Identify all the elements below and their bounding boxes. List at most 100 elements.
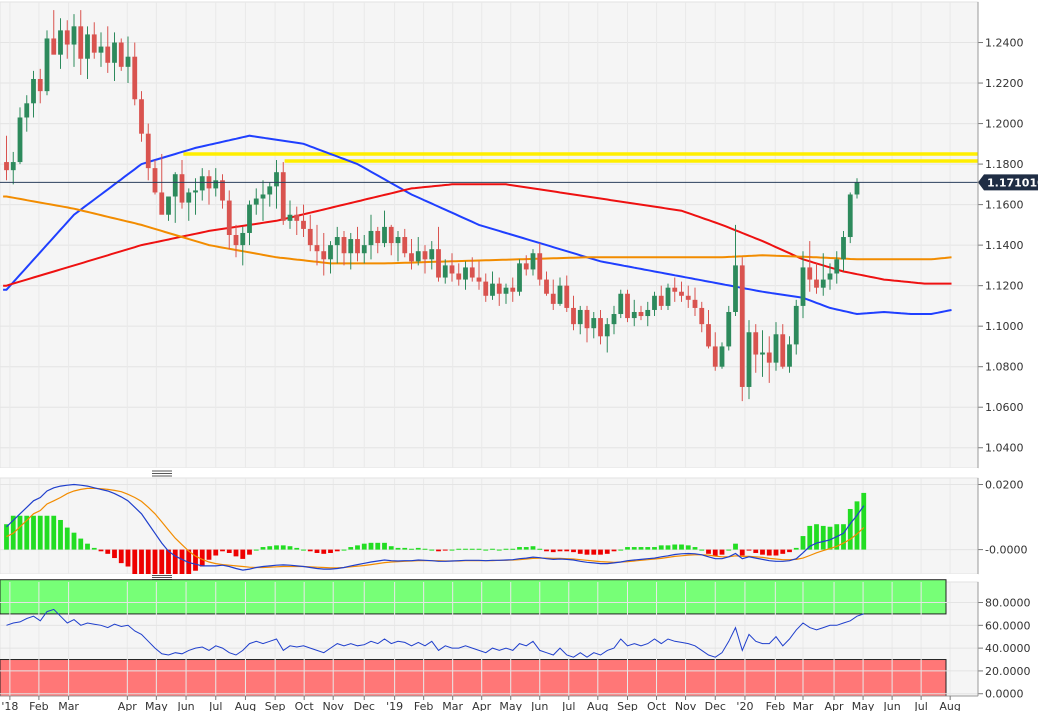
candle-body (355, 239, 360, 254)
x-tick-label: Apr (825, 700, 845, 711)
candle-body (78, 26, 84, 59)
macd-histogram-bar (807, 525, 813, 550)
x-tick-label: Jun (530, 700, 548, 711)
x-tick-label: Sep (265, 700, 286, 711)
macd-histogram-bar (31, 515, 36, 550)
candle-body (267, 186, 273, 195)
macd-histogram-bar (766, 549, 772, 556)
candle-body (483, 281, 489, 296)
macd-histogram-bar (105, 549, 111, 554)
candle-body (71, 26, 77, 45)
macd-histogram-bar (510, 548, 516, 550)
macd-histogram-bar (51, 515, 57, 550)
panel-splitter[interactable] (0, 468, 978, 478)
macd-histogram-bar (672, 544, 678, 550)
candle-body (442, 265, 448, 278)
candle-body (652, 295, 657, 310)
candle-body (328, 245, 333, 260)
macd-histogram-bar (24, 515, 30, 550)
macd-histogram-bar (132, 549, 138, 575)
macd-histogram-bar (787, 549, 792, 553)
y-tick-label: 1.1400 (985, 239, 1024, 252)
price-y-axis: 1.0400 1.0600 1.0800 1.1000 1.1200 1.1400 1.16… (977, 2, 1024, 468)
candle-body (409, 253, 414, 262)
macd-panel[interactable]: 0.0200 -0.0000 (0, 477, 1027, 605)
candle-body (105, 46, 111, 63)
macd-histogram-bar (773, 549, 779, 556)
x-tick-label: Feb (414, 700, 433, 711)
y-tick-label: 80.0000 (985, 597, 1031, 610)
candle-body (125, 56, 131, 67)
candle-body (530, 253, 536, 270)
candle-body (719, 346, 725, 367)
moving-average-line (3, 183, 952, 287)
macd-histogram-bar (712, 549, 718, 557)
candle-body (274, 172, 279, 187)
candle-body (658, 295, 664, 306)
x-tick-label: Aug (587, 700, 608, 711)
macd-histogram-bar (301, 549, 306, 551)
candle-body (591, 318, 597, 329)
y-tick-label: 1.0800 (985, 361, 1024, 374)
candle-body (145, 133, 151, 169)
macd-histogram-bar (861, 492, 867, 550)
candle-body (449, 265, 455, 274)
price-panel[interactable]: 1.171010 1.04001.06001.08001.10001.12001… (0, 1, 1042, 469)
overbought-zone (0, 579, 947, 615)
candle-body (712, 346, 718, 367)
macd-line (6, 483, 865, 571)
macd-histogram-bar (287, 546, 293, 550)
macd-histogram-bar (847, 508, 853, 550)
price-gridlines (0, 2, 978, 468)
macd-histogram-bar (591, 549, 597, 555)
macd-histogram-bar (746, 549, 752, 551)
macd-histogram-bar (125, 549, 131, 567)
macd-histogram-bar (267, 546, 273, 550)
macd-histogram-bar (368, 542, 374, 550)
candle-body (341, 237, 347, 254)
candle-body (213, 180, 219, 189)
candle-body (753, 332, 759, 355)
candle-body (436, 249, 441, 278)
macd-histogram-bar (584, 549, 590, 555)
macd-histogram-bar (685, 545, 691, 550)
macd-histogram-bar (814, 524, 819, 550)
macd-histogram-bar (64, 527, 70, 550)
macd-histogram-bar (692, 547, 698, 550)
candle-body (780, 334, 786, 367)
candle-body (814, 279, 819, 288)
macd-histogram-bar (361, 543, 367, 550)
candle-body (773, 334, 779, 363)
x-tick-label: Jul (913, 700, 927, 711)
candle-body (172, 174, 178, 197)
candle-body (4, 162, 9, 171)
macd-histogram-bar (739, 549, 745, 556)
x-tick-label: Jul (561, 700, 575, 711)
macd-histogram-bar (598, 549, 603, 555)
macd-histogram-bar (456, 548, 462, 550)
candle-body (199, 176, 205, 191)
candle-body (577, 309, 583, 325)
candle-body (280, 172, 286, 221)
candle-body (463, 267, 468, 280)
macd-histogram-bar (577, 549, 583, 554)
candle-body (672, 287, 678, 292)
candle-body (375, 230, 381, 244)
candle-body (800, 267, 806, 306)
macd-histogram-bar (395, 547, 401, 550)
macd-histogram-bar (706, 549, 711, 554)
y-tick-label: 1.1600 (985, 199, 1024, 212)
macd-histogram-bar (753, 549, 759, 553)
rsi-panel[interactable]: 80.0000 60.0000 40.0000 20.0000 0.0000 (0, 579, 1031, 701)
macd-histogram-bar (517, 547, 522, 550)
macd-histogram-bar (442, 549, 448, 551)
candle-body (321, 251, 327, 260)
candle-body (17, 117, 23, 163)
x-tick-label: May (145, 700, 168, 711)
y-tick-label: 0.0000 (985, 688, 1024, 701)
y-tick-label: 1.1800 (985, 158, 1024, 171)
macd-histogram-bar (449, 549, 455, 551)
x-tick-label: Mar (58, 700, 79, 711)
candle-body (510, 287, 516, 292)
macd-histogram-bar (375, 542, 381, 550)
